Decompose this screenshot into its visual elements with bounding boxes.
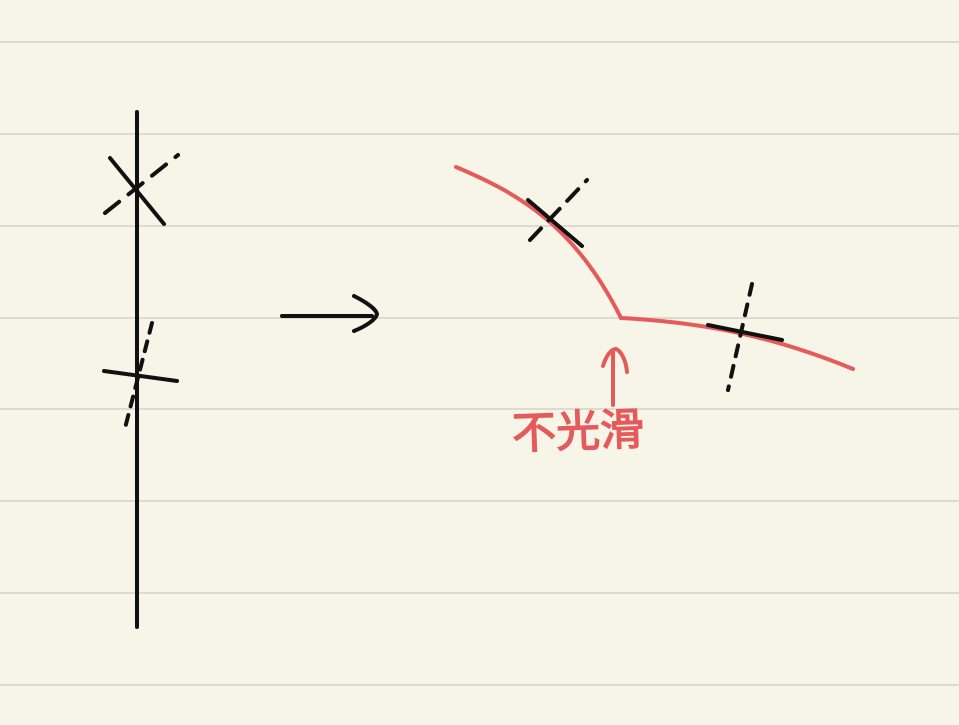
- right-arrow-icon: [280, 294, 379, 333]
- solid-tick-curve-right: [706, 323, 784, 342]
- solid-tick-curve-left: [526, 198, 584, 248]
- red-curve-right-segment: [619, 316, 855, 371]
- solid-tick-lower: [102, 369, 179, 383]
- pointer-head: [601, 347, 629, 374]
- dashed-tick-curve-right: [726, 282, 754, 392]
- annotation-label: 不光滑: [511, 404, 645, 460]
- red-curve-left-segment: [454, 165, 623, 320]
- dashed-tick-lower: [122, 321, 154, 434]
- up-arrow-icon: [601, 347, 629, 407]
- solid-tick-upper: [108, 156, 166, 226]
- dashed-tick-curve-left: [528, 178, 589, 242]
- right-diagram: [454, 165, 855, 392]
- left-diagram: [102, 110, 180, 629]
- ruled-lines: [0, 41, 959, 686]
- arrow-head: [352, 294, 379, 333]
- dashed-tick-upper: [103, 153, 180, 215]
